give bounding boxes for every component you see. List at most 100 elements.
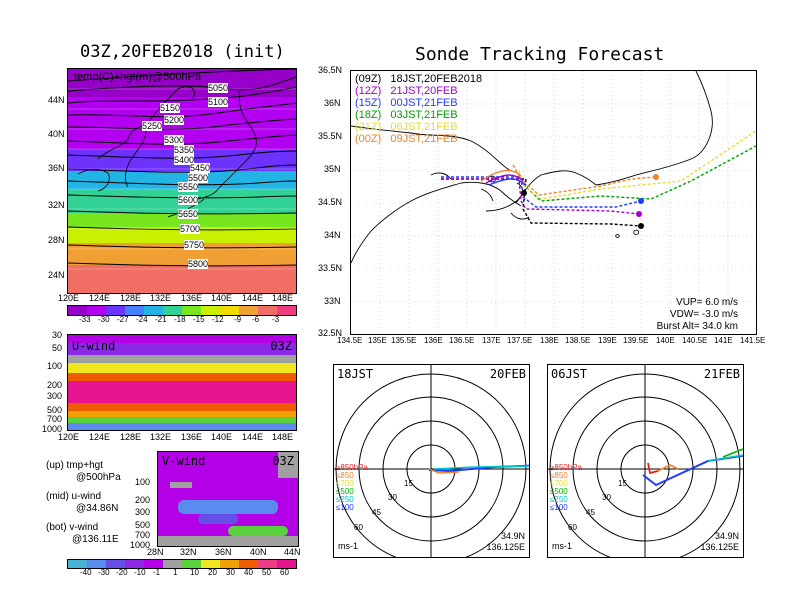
track-lon-label: 137.5E — [507, 336, 533, 345]
track-lat-label: 33N — [324, 296, 341, 306]
uwind-band — [68, 423, 296, 430]
temp-tick: -33 — [79, 315, 91, 324]
uwind-band — [68, 381, 296, 403]
track-lon-label: 140E — [656, 336, 675, 345]
run-21z: (21Z) 06JST,21FEB — [355, 121, 458, 133]
track-lon-label: 136E — [424, 336, 443, 345]
track-lat-label: 35.5N — [318, 131, 343, 141]
vwind-title: V-wind — [162, 454, 206, 468]
track-lon-label: 138E — [540, 336, 559, 345]
vwind-press-label: 200 — [135, 495, 151, 505]
lon-label: 148E — [272, 293, 294, 303]
run-code: (15Z) — [355, 97, 382, 109]
tracking-map: (09Z) 18JST,20FEB2018 (12Z) 21JST,20FEB … — [350, 70, 757, 335]
run-12z: (12Z) 21JST,20FEB — [355, 85, 458, 97]
track-end-09z — [638, 223, 644, 229]
vwind-lat-label: 32N — [180, 547, 197, 557]
wind-tick: 20 — [208, 568, 217, 577]
vwind-lat-label: 28N — [147, 547, 164, 557]
lon-label: 136E — [181, 432, 203, 442]
level-legend: ≤250 — [550, 495, 568, 504]
track-lon-label: 141E — [714, 336, 733, 345]
uwind-band — [68, 417, 296, 423]
contour-label: 5300 — [164, 135, 185, 145]
contour-label: 5800 — [188, 259, 209, 269]
vwind-press-label: 500 — [135, 520, 151, 530]
map-500hpa: temp(C)+hgt(m)@500hPa 5050 5100 5150 520… — [67, 68, 297, 294]
track-00z — [512, 164, 657, 196]
vwind-patch — [198, 514, 238, 524]
lat-label: 40N — [48, 129, 65, 139]
track-15z — [441, 176, 642, 208]
vwind-press-label: 700 — [135, 530, 151, 540]
lon-label: 144E — [242, 432, 264, 442]
track-lat-label: 32.5N — [318, 328, 343, 338]
hodo-date: 20FEB — [489, 367, 526, 381]
wind-tick: -40 — [80, 568, 92, 577]
level-legend: ≤250 — [336, 495, 354, 504]
temp-colorbar — [67, 305, 297, 316]
track-lon-label: 140.5E — [682, 336, 708, 345]
run-text: 06JST,21FEB — [390, 121, 458, 133]
hodo-lon: 136.125E — [486, 542, 525, 552]
ring-label: 15 — [618, 479, 627, 488]
lon-label: 128E — [120, 432, 142, 442]
lon-label: 148E — [272, 432, 294, 442]
hodo-trace — [722, 448, 743, 458]
contour-label: 5650 — [178, 209, 199, 219]
vwind-lat-label: 44N — [284, 547, 301, 557]
lat-label: 24N — [48, 270, 65, 280]
lat-label: 32N — [48, 200, 65, 210]
legend-mid2: @34.86N — [76, 503, 119, 514]
press-label: 50 — [52, 343, 63, 353]
temp-band — [68, 227, 296, 243]
hodo-trace — [428, 468, 460, 474]
lon-label: 136E — [181, 293, 203, 303]
wind-tick: 1 — [173, 568, 178, 577]
lon-label: 144E — [242, 293, 264, 303]
contour-label: 5750 — [184, 240, 205, 250]
lat-label: 36N — [48, 163, 65, 173]
param-vdw: VDW= -3.0 m/s — [669, 309, 738, 320]
track-lon-label: 139.5E — [623, 336, 649, 345]
vwind-patch — [278, 452, 298, 478]
wind-tick: 60 — [280, 568, 289, 577]
temp-tick: -24 — [136, 315, 148, 324]
wind-tick: 50 — [262, 568, 271, 577]
wind-tick: 10 — [190, 568, 199, 577]
hodograph-1: 18JST 20FEB 15 30 45 60 ≥850hPa ≤850 ≤70… — [333, 364, 530, 558]
hodo-time: 06JST — [551, 367, 588, 381]
ring-label: 45 — [586, 508, 595, 517]
ring-label: 15 — [404, 479, 413, 488]
track-lon-label: 138.5E — [565, 336, 591, 345]
lon-label: 120E — [58, 293, 80, 303]
vwind-patch — [158, 452, 298, 472]
uwind-time: 03Z — [270, 339, 292, 353]
contour-label: 5450 — [190, 163, 211, 173]
temp-tick: -6 — [252, 315, 260, 324]
param-vup: VUP= 6.0 m/s — [676, 297, 738, 308]
hodo-date: 21FEB — [703, 367, 740, 381]
vwind-panel: V-wind 03Z — [157, 451, 299, 547]
track-lat-label: 35N — [324, 164, 341, 174]
press-label: 200 — [47, 380, 63, 390]
vwind-press-label: 1000 — [130, 540, 151, 550]
hodo-lon: 136.125E — [700, 542, 739, 552]
contour-label: 5400 — [174, 155, 195, 165]
hodo-lat: 34.9N — [500, 531, 525, 541]
contour-label: 5250 — [142, 121, 163, 131]
level-legend: ≤500 — [550, 487, 568, 496]
track-lon-label: 137E — [482, 336, 501, 345]
contour-label: 5500 — [188, 173, 209, 183]
lat-label: 28N — [48, 235, 65, 245]
height-contours — [68, 69, 296, 270]
uwind-title: U-wind — [72, 339, 116, 353]
level-legend: ≤700 — [550, 479, 568, 488]
run-text: 03JST,21FEB — [390, 109, 458, 121]
hodograph-2: 06JST 21FEB 15 30 45 60 ≥850hPa ≤850 ≤70… — [547, 364, 744, 558]
level-legend: ≤850 — [336, 471, 354, 480]
legend-bot: (bot) v-wind — [46, 522, 99, 533]
uwind-band — [68, 343, 296, 355]
vwind-patch — [170, 482, 192, 488]
temp-band — [68, 213, 296, 227]
